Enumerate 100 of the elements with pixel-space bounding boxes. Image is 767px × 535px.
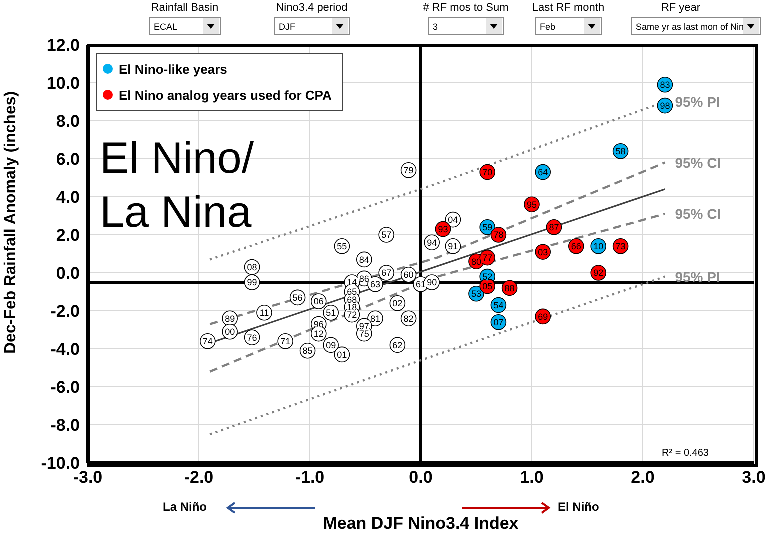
annotation: 52 (482, 272, 493, 282)
annotation: 56 (292, 292, 303, 303)
annotation: 06 (314, 296, 324, 307)
annotation: 57 (382, 230, 392, 240)
annotation: 64 (538, 168, 548, 178)
annotation: El Nino/ (100, 133, 254, 185)
annotation: 00 (225, 327, 236, 338)
annotation: 97 (359, 321, 370, 332)
annotation: 53 (471, 289, 482, 300)
annotation: 58 (616, 146, 626, 157)
annotation: 02 (392, 298, 403, 309)
annotation: 67 (382, 268, 392, 278)
text: RF year (661, 2, 701, 14)
annotation: 83 (660, 80, 670, 90)
annotation: 14 (347, 278, 358, 288)
annotation: 95% CI (675, 206, 722, 222)
annotation: 95 (526, 200, 538, 210)
annotation: 68 (347, 294, 358, 305)
y-tick-label: 8.0 (56, 112, 80, 132)
text: Rainfall Basin (150, 2, 220, 14)
annotation: 92 (594, 268, 604, 278)
x-tick-label: -1.0 (295, 468, 325, 488)
annotation: 11 (260, 308, 270, 318)
annotation: 59 (482, 222, 493, 233)
x-tick-label: 0.0 (409, 468, 433, 488)
annotation: 88 (504, 283, 515, 294)
annotation: 09 (326, 340, 336, 350)
y-tick-label: -6.0 (50, 378, 80, 398)
annotation: 71 (280, 336, 291, 347)
annotation: 55 (337, 242, 348, 252)
annotation: 82 (404, 314, 414, 324)
annotation: 62 (392, 340, 403, 350)
x-tick-label: 3.0 (742, 468, 766, 488)
annotation: 63 (370, 280, 380, 290)
annotation: 98 (660, 101, 670, 111)
x-axis-title: Mean DJF Nino3.4 Index (323, 514, 520, 533)
annotation: 05 (482, 282, 493, 292)
annotation: R² = 0.463 (662, 448, 709, 459)
annotation: 80 (471, 256, 482, 267)
annotation: 07 (494, 318, 504, 328)
y-tick-label: -4.0 (50, 340, 80, 360)
annotation: 03 (538, 247, 548, 258)
y-tick-label: 0.0 (56, 264, 80, 284)
annotation: 61 (416, 280, 426, 290)
legend-label: El Nino-like years (119, 62, 228, 76)
annotation: 79 (404, 166, 414, 176)
annotation: 10 (594, 242, 604, 252)
annotation: 94 (427, 238, 438, 248)
annotation: 01 (337, 350, 348, 360)
legend-label: El Nino analog years used for CPA (119, 88, 332, 102)
annotation: 76 (247, 332, 258, 343)
annotation: 70 (482, 168, 493, 178)
annotation: 69 (538, 312, 548, 322)
x-tick-label: 2.0 (631, 468, 655, 488)
y-tick-label: -2.0 (50, 302, 80, 322)
dropdown-select: ECAL (149, 17, 221, 35)
annotation: 73 (616, 242, 626, 252)
x-tick-label: 1.0 (520, 468, 544, 488)
annotation: 08 (247, 262, 258, 272)
annotation: 85 (302, 346, 313, 356)
annotation: 77 (482, 253, 493, 263)
text: Last RF month (532, 2, 605, 14)
annotation: 95% CI (675, 154, 722, 171)
annotation: 86 (359, 274, 370, 284)
text: Nino3.4 period (275, 2, 349, 14)
annotation: 96 (314, 320, 324, 330)
annotation: 91 (448, 242, 458, 252)
annotation: La Nina (100, 187, 253, 239)
y-axis-title: Dec-Feb Rainfall Anomaly (inches) (2, 91, 20, 354)
annotation: 84 (359, 254, 370, 265)
annotation: 12 (314, 329, 324, 339)
annotation: 95% PI (675, 94, 720, 110)
annotation: 66 (571, 242, 582, 252)
annotation: 54 (494, 300, 504, 310)
annotation: 90 (427, 278, 438, 288)
text: La Niño (163, 500, 207, 514)
dropdown-select: DJF (274, 17, 350, 35)
dropdown-select: 3 (428, 17, 504, 35)
annotation: 81 (370, 314, 380, 324)
y-tick-label: 10.0 (46, 74, 80, 94)
y-tick-label: -8.0 (50, 416, 80, 436)
dropdown-select: Feb (535, 17, 602, 35)
x-tick-label: -2.0 (184, 468, 214, 488)
annotation: 18 (347, 302, 358, 312)
annotation: 60 (404, 270, 414, 280)
annotation: 74 (202, 336, 213, 347)
annotation: 75 (359, 329, 370, 339)
annotation: 72 (347, 310, 358, 320)
annotation: 78 (494, 230, 504, 240)
y-tick-label: 6.0 (56, 150, 80, 170)
text: El Niño (558, 500, 600, 514)
y-tick-label: 4.0 (56, 188, 80, 208)
annotation: 95% PI (675, 268, 720, 285)
annotation: 04 (448, 215, 458, 225)
annotation: 99 (247, 278, 258, 288)
text: # RF mos to Sum (422, 2, 510, 14)
annotation: 93 (438, 224, 448, 234)
annotation: 89 (225, 314, 236, 324)
annotation: 51 (326, 308, 336, 318)
annotation: 65 (347, 287, 358, 298)
